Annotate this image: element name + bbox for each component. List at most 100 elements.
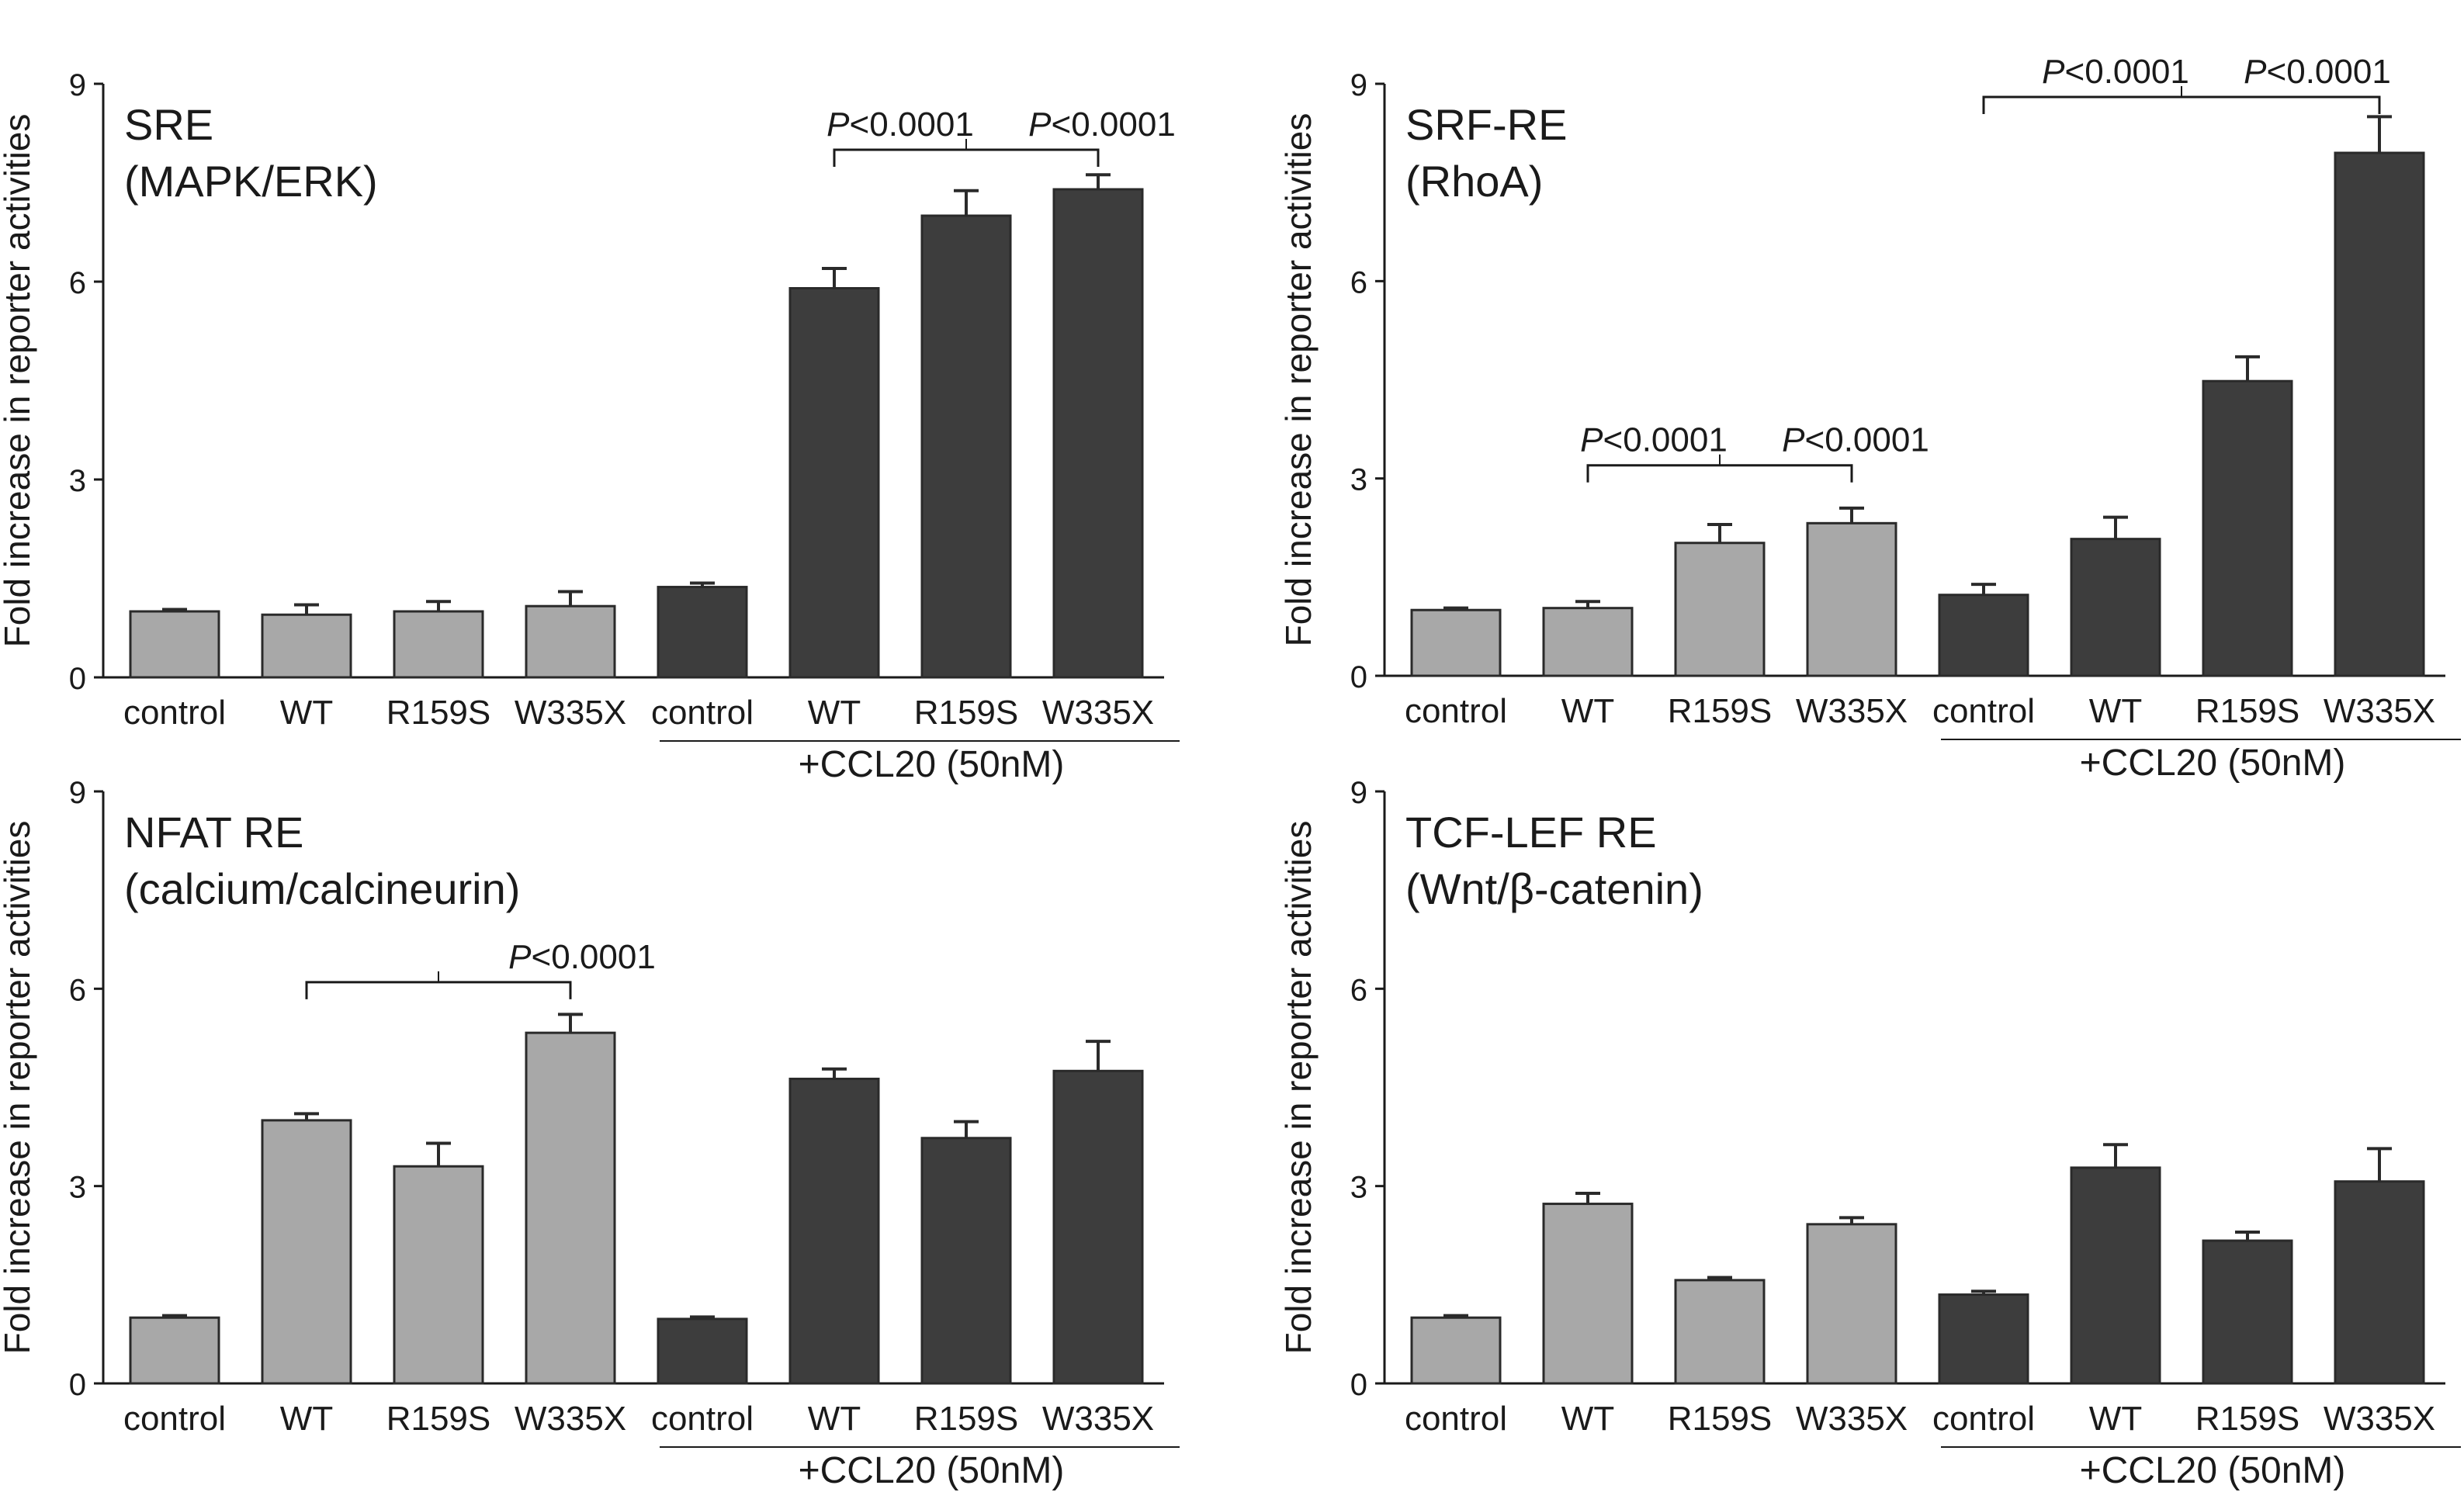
bar-r159s-none xyxy=(1674,542,1766,677)
x-tick-label: R159S xyxy=(914,694,1019,732)
bar-r159s-ccl20 xyxy=(2202,379,2293,677)
y-tick-label: 3 xyxy=(69,1171,86,1205)
treatment-group-label: +CCL20 (50nM) xyxy=(799,1450,1065,1491)
bar-w335x-ccl20 xyxy=(1052,188,1144,679)
x-tick-label: control xyxy=(1932,692,2035,730)
x-tick-label: W335X xyxy=(2324,1400,2435,1438)
panel-subtitle: (Wnt/β-catenin) xyxy=(1405,864,1703,913)
x-tick-label: WT xyxy=(1561,1400,1614,1438)
y-tick-label: 3 xyxy=(1350,463,1367,497)
x-tick-label: WT xyxy=(280,1400,333,1438)
bar-wt-none xyxy=(261,1119,352,1385)
bar-w335x-none xyxy=(1806,521,1897,677)
y-axis-label: Fold increase in reporter activities xyxy=(0,821,37,1355)
x-tick-label: W335X xyxy=(1042,694,1154,732)
bar-wt-ccl20 xyxy=(788,287,880,679)
bar-wt-ccl20 xyxy=(788,1077,880,1385)
y-tick-label: 9 xyxy=(1350,68,1367,102)
p-value-label: P<0.0001 xyxy=(1782,421,1929,459)
panel-title: SRF-RE xyxy=(1405,100,1567,149)
x-tick-label: WT xyxy=(2089,1400,2142,1438)
x-tick-label: R159S xyxy=(386,694,491,732)
bar-control-none xyxy=(1410,1316,1502,1385)
y-tick-label: 0 xyxy=(69,1368,86,1402)
significance-bracket xyxy=(1586,464,1853,483)
bar-control-none xyxy=(129,1316,220,1385)
bar-r159s-ccl20 xyxy=(2202,1239,2293,1385)
bar-control-none xyxy=(1410,608,1502,677)
x-tick-label: W335X xyxy=(2324,692,2435,730)
y-tick-label: 0 xyxy=(69,662,86,696)
bar-wt-ccl20 xyxy=(2070,1166,2161,1385)
bar-control-ccl20 xyxy=(1938,1293,2029,1385)
x-tick-label: W335X xyxy=(1042,1400,1154,1438)
treatment-group-label: +CCL20 (50nM) xyxy=(2080,743,2346,784)
x-tick-label: control xyxy=(1405,1400,1507,1438)
p-value-label: P<0.0001 xyxy=(2244,53,2391,91)
p-value-label: P<0.0001 xyxy=(1580,421,1728,459)
bar-r159s-ccl20 xyxy=(920,1137,1012,1385)
y-tick-label: 6 xyxy=(69,973,86,1007)
chart-panel-2: 0 3 6 9 Fold increase in reporter activities… xyxy=(1278,53,2461,784)
y-tick-label: 0 xyxy=(1350,660,1367,694)
bar-wt-none xyxy=(261,613,352,679)
bar-control-ccl20 xyxy=(1938,594,2029,677)
x-tick-label: control xyxy=(651,694,754,732)
panel-title: NFAT RE xyxy=(124,808,303,857)
y-tick-label: 0 xyxy=(1350,1368,1367,1402)
x-tick-label: WT xyxy=(280,694,333,732)
x-tick-label: WT xyxy=(808,1400,861,1438)
y-tick-label: 6 xyxy=(1350,973,1367,1007)
chart-panel-3: 0 3 6 9 Fold increase in reporter activities… xyxy=(0,776,1180,1491)
panel-title: SRE xyxy=(124,100,213,149)
y-tick-label: 9 xyxy=(1350,776,1367,810)
x-tick-label: WT xyxy=(1561,692,1614,730)
y-tick-label: 9 xyxy=(69,776,86,810)
chart-panel-4: 0 3 6 9 Fold increase in reporter activities… xyxy=(1278,776,2461,1491)
x-tick-label: R159S xyxy=(914,1400,1019,1438)
significance-bracket xyxy=(1982,95,2381,114)
bar-w335x-none xyxy=(1806,1223,1897,1385)
bar-w335x-ccl20 xyxy=(2334,1180,2425,1385)
p-value-label: P<0.0001 xyxy=(827,106,974,144)
x-tick-label: control xyxy=(1405,692,1507,730)
bar-w335x-none xyxy=(525,1031,616,1385)
x-tick-label: control xyxy=(651,1400,754,1438)
x-tick-label: WT xyxy=(808,694,861,732)
x-tick-label: control xyxy=(123,1400,226,1438)
panel-subtitle: (RhoA) xyxy=(1405,157,1543,206)
x-tick-label: control xyxy=(123,694,226,732)
x-tick-label: WT xyxy=(2089,692,2142,730)
y-tick-label: 3 xyxy=(69,464,86,498)
significance-bracket xyxy=(305,981,572,999)
bar-wt-ccl20 xyxy=(2070,538,2161,677)
bar-w335x-ccl20 xyxy=(2334,151,2425,677)
panel-subtitle: (MAPK/ERK) xyxy=(124,157,378,206)
x-tick-label: W335X xyxy=(515,694,626,732)
bar-r159s-none xyxy=(393,1165,484,1385)
panel-subtitle: (calcium/calcineurin) xyxy=(124,864,520,913)
p-value-label: P<0.0001 xyxy=(1028,106,1176,144)
x-tick-label: R159S xyxy=(1668,692,1773,730)
x-tick-label: W335X xyxy=(1796,692,1908,730)
p-value-label: P<0.0001 xyxy=(2042,53,2189,91)
bar-control-none xyxy=(129,610,220,679)
x-tick-label: W335X xyxy=(1796,1400,1908,1438)
x-tick-label: R159S xyxy=(2195,1400,2300,1438)
y-axis-label: Fold increase in reporter activities xyxy=(1278,821,1319,1355)
bar-w335x-none xyxy=(525,604,616,679)
bar-wt-none xyxy=(1542,1203,1634,1385)
p-value-label: P<0.0001 xyxy=(508,938,656,976)
treatment-group-label: +CCL20 (50nM) xyxy=(799,744,1065,785)
y-axis-label: Fold increase in reporter activities xyxy=(0,114,37,648)
x-tick-label: R159S xyxy=(2195,692,2300,730)
x-tick-label: R159S xyxy=(386,1400,491,1438)
significance-bracket xyxy=(833,148,1100,167)
y-tick-label: 6 xyxy=(69,266,86,300)
bar-wt-none xyxy=(1542,607,1634,677)
bar-control-ccl20 xyxy=(657,586,748,679)
bar-control-ccl20 xyxy=(657,1317,748,1385)
bar-r159s-ccl20 xyxy=(920,214,1012,679)
bar-r159s-none xyxy=(393,610,484,679)
